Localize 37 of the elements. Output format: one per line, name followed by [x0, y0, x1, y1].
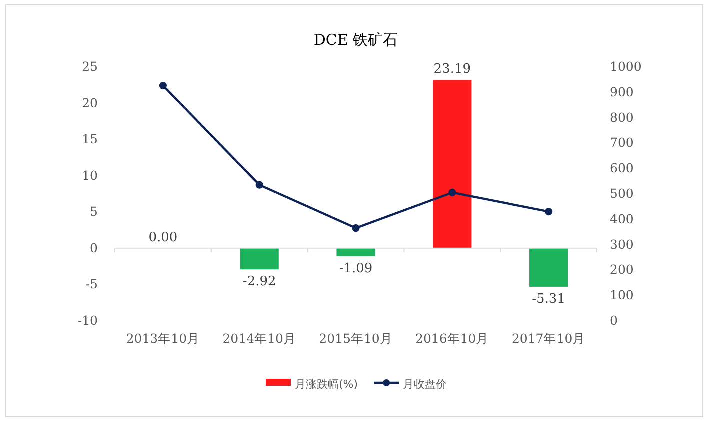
point	[256, 181, 264, 189]
point	[448, 188, 456, 197]
legend-label: 月涨跌幅(%)	[295, 378, 358, 391]
x-tick-label: 2017年10月	[512, 331, 586, 346]
x-tick-label: 2013年10月	[126, 331, 200, 346]
y2-tick-label: 900	[610, 84, 634, 100]
data-label: 0.00	[148, 230, 178, 246]
y-tick-label: 10	[82, 168, 98, 183]
y2-tick-label: 600	[610, 160, 634, 176]
y2-tick-label: 800	[610, 110, 634, 125]
x-tick-label: 2014年10月	[222, 331, 296, 346]
y-tick-label: -5	[86, 276, 98, 292]
point	[545, 208, 553, 216]
y-tick-label: 15	[82, 132, 98, 147]
y-tick-label: 20	[82, 95, 98, 110]
y2-tick-label: 700	[610, 135, 634, 150]
chart-title: DCE 铁矿石	[314, 31, 398, 49]
data-label: -2.92	[242, 274, 276, 290]
data-label: 23.19	[434, 62, 472, 78]
point	[159, 82, 167, 90]
y2-tick-label: 200	[610, 262, 634, 278]
x-tick-label: 2015年10月	[319, 331, 393, 346]
legend-label: 月收盘价	[403, 378, 448, 391]
y2-tick-label: 1000	[610, 59, 642, 74]
data-label: -1.09	[339, 261, 373, 276]
point	[352, 224, 360, 232]
y2-tick-label: 500	[610, 186, 634, 201]
y-tick-label: -10	[78, 313, 98, 328]
x-tick-label: 2016年10月	[416, 331, 490, 346]
data-label: -5.31	[532, 292, 566, 307]
y-tick-label: 0	[90, 240, 98, 256]
y2-tick-label: 300	[610, 236, 634, 252]
y-tick-label: 25	[82, 59, 98, 74]
y2-tick-label: 0	[610, 313, 618, 328]
y2-tick-label: 100	[610, 288, 634, 303]
y2-tick-label: 400	[610, 211, 634, 226]
y-tick-label: 5	[90, 204, 98, 220]
